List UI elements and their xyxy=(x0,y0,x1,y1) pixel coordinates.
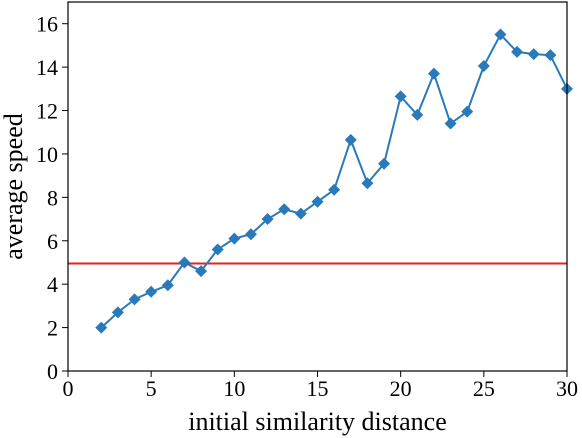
data-point xyxy=(211,243,224,256)
data-point xyxy=(128,293,141,306)
y-tick-label: 14 xyxy=(36,55,58,80)
data-point xyxy=(178,256,191,269)
data-point xyxy=(261,213,274,226)
data-point xyxy=(378,157,391,170)
x-axis-label: initial similarity distance xyxy=(188,407,447,436)
data-point xyxy=(95,321,108,334)
data-point xyxy=(527,48,540,61)
y-tick-label: 8 xyxy=(47,185,58,210)
data-point xyxy=(427,67,440,80)
x-tick-label: 20 xyxy=(390,376,412,401)
y-tick-label: 16 xyxy=(36,12,58,37)
data-point xyxy=(244,228,257,241)
data-point xyxy=(494,28,507,41)
data-point xyxy=(145,285,158,298)
data-point xyxy=(544,49,557,62)
x-tick-label: 25 xyxy=(473,376,495,401)
y-tick-label: 12 xyxy=(36,99,58,124)
data-point xyxy=(294,207,307,220)
axis-ticks: 0 5 10 15 20 25 30 0 2 4 6 8 10 12 14 16 xyxy=(36,12,578,401)
y-axis-label: average speed xyxy=(0,113,28,260)
x-tick-label: 30 xyxy=(556,376,578,401)
y-tick-label: 2 xyxy=(47,316,58,341)
data-point xyxy=(511,45,524,58)
data-point xyxy=(328,183,341,196)
y-tick-label: 0 xyxy=(47,359,58,384)
plot-frame xyxy=(67,1,568,372)
data-point xyxy=(344,133,357,146)
data-point xyxy=(394,90,407,103)
y-tick-label: 10 xyxy=(36,142,58,167)
data-point xyxy=(361,177,374,190)
data-point xyxy=(461,105,474,118)
data-point xyxy=(228,232,241,245)
data-point xyxy=(278,203,291,216)
data-point xyxy=(311,195,324,208)
data-point xyxy=(444,117,457,130)
data-point xyxy=(477,60,490,73)
x-tick-label: 5 xyxy=(146,376,157,401)
y-tick-label: 6 xyxy=(47,229,58,254)
x-tick-label: 0 xyxy=(63,376,74,401)
x-tick-label: 15 xyxy=(307,376,329,401)
data-point xyxy=(195,265,208,278)
series-group xyxy=(95,28,573,334)
data-point xyxy=(161,279,174,292)
data-point xyxy=(411,108,424,121)
data-point xyxy=(111,306,124,319)
x-tick-label: 10 xyxy=(223,376,245,401)
y-tick-label: 4 xyxy=(47,272,58,297)
